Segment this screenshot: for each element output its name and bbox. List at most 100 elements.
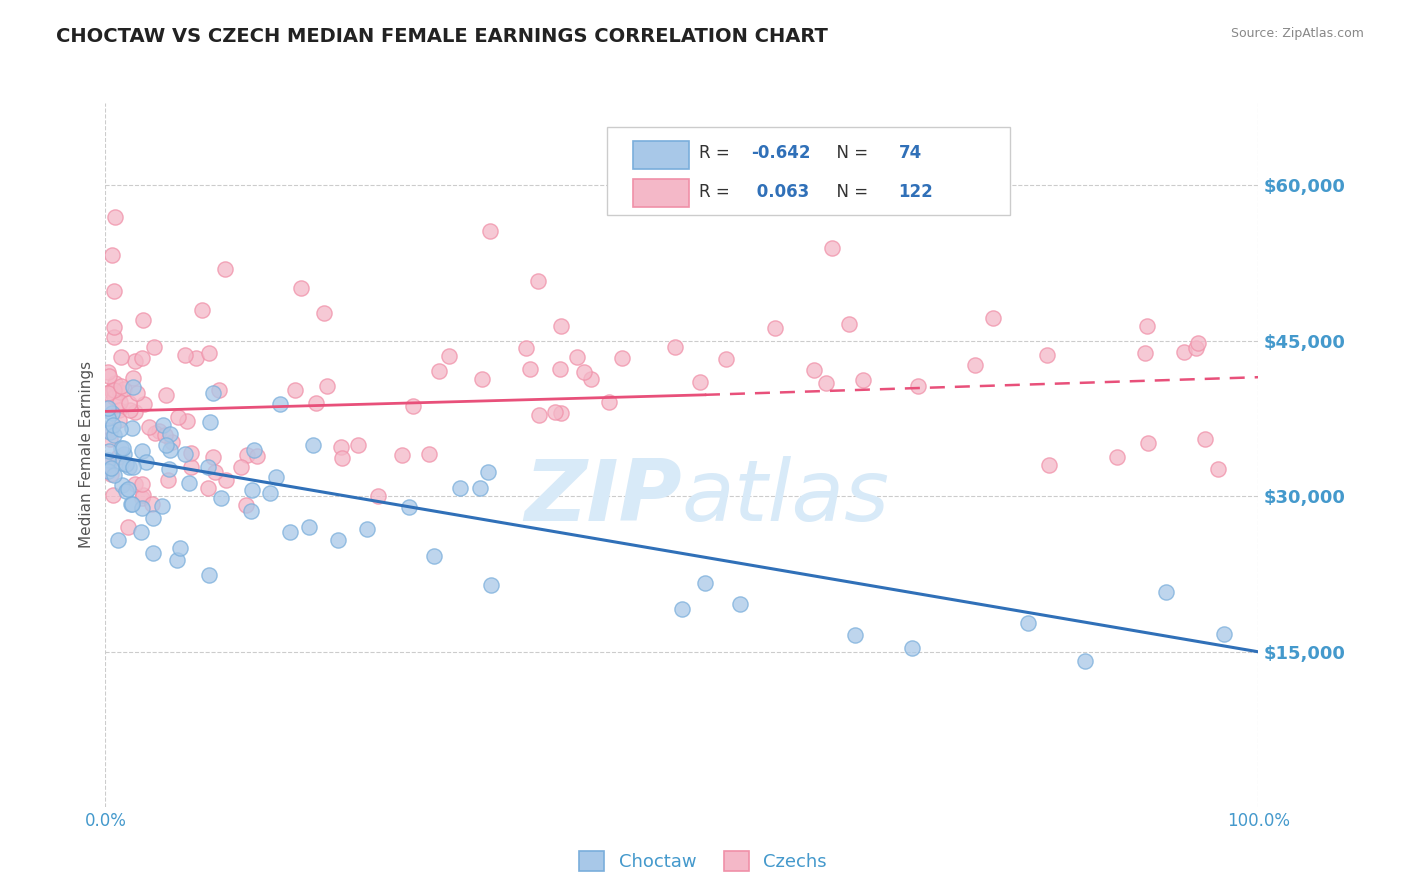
Point: [122, 379, 145, 393]
Point: [117, 482, 139, 496]
Point: [174, 447, 197, 461]
Point: [110, 351, 132, 365]
Point: [98, 368, 121, 383]
Point: [610, 351, 633, 365]
Point: [1107, 450, 1129, 464]
Point: [821, 241, 844, 255]
Point: [131, 351, 153, 366]
Text: N =: N =: [827, 183, 873, 201]
Point: [346, 438, 368, 452]
Point: [1136, 318, 1159, 333]
Point: [550, 318, 572, 333]
Point: [107, 533, 129, 547]
Point: [1136, 436, 1159, 450]
Point: [1194, 432, 1216, 446]
Point: [579, 372, 602, 386]
Point: [356, 522, 378, 536]
Point: [1036, 348, 1059, 362]
Point: [470, 481, 492, 495]
Point: [235, 498, 257, 512]
Point: [121, 420, 143, 434]
Point: [312, 306, 335, 320]
Point: [418, 447, 440, 461]
Point: [479, 577, 502, 591]
Point: [155, 437, 177, 451]
Point: [544, 405, 567, 419]
Point: [148, 425, 170, 439]
Point: [138, 420, 160, 434]
Point: [177, 476, 200, 491]
Point: [242, 442, 264, 457]
Text: 0.063: 0.063: [751, 183, 810, 201]
Point: [965, 358, 987, 372]
Point: [328, 533, 350, 547]
Point: [97, 401, 120, 415]
Point: [202, 450, 225, 464]
Point: [97, 401, 120, 415]
Point: [197, 481, 219, 495]
Point: [131, 501, 153, 516]
Point: [803, 363, 825, 377]
Point: [449, 481, 471, 495]
Point: [728, 597, 751, 611]
Point: [814, 376, 837, 390]
Point: [391, 448, 413, 462]
Point: [118, 459, 141, 474]
Point: [202, 385, 225, 400]
Point: [907, 379, 929, 393]
Point: [197, 459, 219, 474]
Point: [664, 340, 686, 354]
Point: [157, 462, 180, 476]
Point: [150, 499, 173, 513]
Point: [329, 441, 352, 455]
Point: [1017, 615, 1039, 630]
Point: [305, 395, 328, 409]
Point: [763, 320, 786, 334]
Point: [108, 413, 131, 427]
Point: [101, 383, 124, 397]
Text: ZIP: ZIP: [524, 456, 682, 539]
Point: [153, 427, 176, 442]
Point: [97, 365, 120, 379]
Point: [901, 641, 924, 656]
Point: [103, 284, 125, 298]
Point: [527, 408, 550, 422]
Point: [477, 465, 499, 479]
Point: [844, 628, 866, 642]
Point: [97, 410, 120, 425]
Point: [527, 274, 550, 288]
Point: [259, 486, 281, 500]
Point: [101, 406, 124, 420]
Point: [166, 553, 188, 567]
Point: [598, 394, 620, 409]
Point: [240, 483, 263, 497]
Point: [100, 460, 122, 475]
Point: [671, 601, 693, 615]
Point: [114, 457, 136, 471]
Point: [693, 576, 716, 591]
Point: [103, 427, 125, 442]
Point: [112, 447, 135, 461]
Point: [1135, 346, 1157, 360]
Point: [278, 524, 301, 539]
Point: [231, 459, 253, 474]
Point: [115, 484, 138, 499]
Point: [169, 541, 191, 556]
Point: [112, 382, 135, 396]
Point: [131, 488, 153, 502]
Point: [515, 341, 537, 355]
FancyBboxPatch shape: [634, 141, 689, 169]
Point: [565, 350, 588, 364]
Point: [131, 525, 153, 540]
Point: [121, 460, 143, 475]
Point: [104, 376, 127, 390]
FancyBboxPatch shape: [634, 179, 689, 207]
Point: [120, 498, 142, 512]
Point: [142, 546, 165, 560]
Point: [98, 425, 121, 440]
Point: [107, 450, 129, 464]
Point: [97, 452, 120, 467]
Point: [214, 262, 236, 277]
Point: [519, 361, 541, 376]
Point: [108, 394, 131, 409]
